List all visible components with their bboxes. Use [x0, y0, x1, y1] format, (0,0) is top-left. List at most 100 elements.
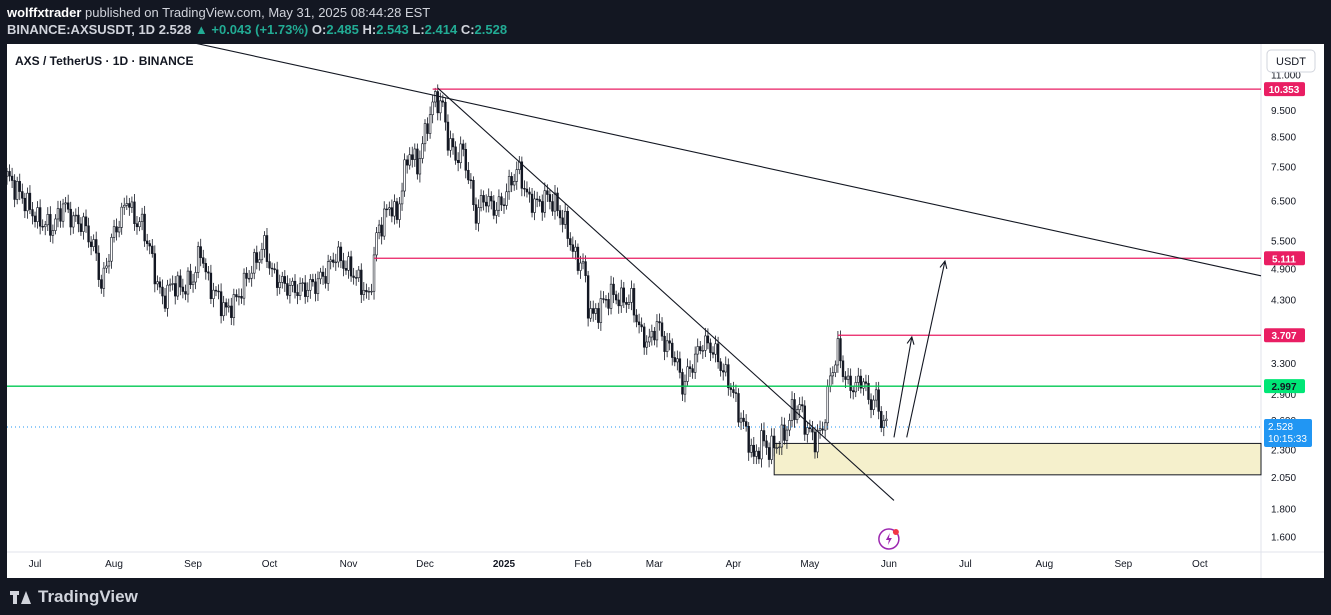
candle: [482, 195, 485, 203]
candle: [227, 305, 230, 308]
candle: [281, 276, 284, 283]
candle: [311, 279, 315, 283]
candle: [204, 263, 208, 273]
level-label: 2.997: [1271, 382, 1296, 393]
candle: [592, 308, 595, 314]
candle: [354, 277, 358, 279]
candle: [102, 267, 106, 289]
publisher-name[interactable]: wolffxtrader: [7, 5, 82, 20]
candle: [569, 238, 572, 246]
candle: [750, 444, 753, 453]
price-scale[interactable]: [1261, 44, 1324, 578]
candle: [513, 181, 516, 186]
level-badge: [1264, 82, 1305, 97]
candle: [495, 209, 498, 216]
candle: [581, 261, 585, 264]
candle: [818, 428, 822, 431]
candle: [477, 207, 480, 224]
candle: [400, 190, 404, 205]
price-change: +0.043 (+1.73%): [211, 22, 309, 37]
publisher-line: wolffxtrader published on TradingView.co…: [7, 5, 430, 20]
candle: [671, 342, 674, 358]
y-tick-label: 2.050: [1271, 473, 1296, 484]
candle: [240, 296, 243, 299]
candle: [41, 225, 44, 228]
candle: [291, 280, 294, 286]
candle: [304, 282, 307, 297]
candle: [342, 260, 345, 269]
candle: [530, 193, 534, 213]
candle: [648, 336, 651, 343]
candle: [609, 283, 613, 309]
candle: [115, 226, 118, 233]
candle: [535, 198, 539, 201]
y-tick-label: 6.500: [1271, 197, 1296, 208]
candle: [831, 372, 835, 377]
candle: [757, 450, 761, 460]
projection-arrow-1[interactable]: [893, 336, 913, 438]
candle: [130, 201, 134, 208]
candle: [230, 305, 233, 318]
candle: [7, 171, 9, 177]
support-zone[interactable]: [773, 442, 1262, 476]
candle: [194, 272, 197, 283]
candle: [370, 290, 373, 293]
candle: [263, 235, 266, 250]
candle: [242, 272, 246, 299]
candle: [79, 223, 83, 232]
candle: [734, 392, 738, 394]
x-tick-label: Apr: [726, 559, 742, 570]
candle: [711, 352, 715, 355]
currency-button[interactable]: USDT: [1266, 49, 1316, 73]
tradingview-logo[interactable]: TradingView: [10, 587, 138, 607]
candle: [398, 203, 401, 220]
candle: [459, 143, 462, 164]
candle: [772, 435, 776, 449]
candle: [816, 430, 819, 453]
candle: [222, 302, 225, 317]
trendline-1[interactable]: [106, 44, 1262, 277]
candle: [767, 447, 771, 460]
candle: [699, 346, 702, 351]
candle: [857, 375, 860, 383]
candle: [436, 91, 439, 114]
candle: [635, 314, 638, 323]
candle: [140, 213, 144, 222]
candle: [739, 417, 743, 423]
candle: [380, 224, 383, 237]
candle: [49, 214, 52, 236]
close-value: 2.528: [474, 22, 508, 37]
candle: [862, 381, 865, 389]
candle: [367, 291, 371, 293]
candle: [561, 217, 564, 225]
candle: [143, 213, 146, 242]
candle: [617, 299, 620, 307]
candle: [97, 252, 100, 280]
publish-header: wolffxtrader published on TradingView.co…: [0, 0, 1331, 44]
trendline-2[interactable]: [437, 87, 895, 501]
candle: [614, 294, 618, 301]
projection-arrow-2[interactable]: [906, 261, 946, 438]
candle: [260, 248, 264, 261]
candle: [133, 201, 136, 224]
candle: [123, 204, 126, 208]
y-tick-label: 1.600: [1271, 533, 1296, 544]
candle: [864, 381, 868, 384]
current-price-badge: [1264, 418, 1312, 447]
candle: [645, 341, 648, 348]
candle: [181, 286, 185, 292]
chart-area[interactable]: 11.000 9.500 8.500 7.500 6.500 5.500 4.900 4.30…: [7, 44, 1324, 578]
y-tick-label: 1.800: [1271, 504, 1296, 515]
candle: [411, 154, 414, 160]
candle: [640, 324, 643, 328]
candle: [602, 298, 605, 300]
candle: [224, 302, 228, 308]
candle: [82, 216, 85, 232]
high-value: 2.543: [376, 22, 409, 37]
candle: [829, 375, 832, 387]
candle: [706, 335, 710, 344]
candle: [446, 121, 450, 151]
price-chart[interactable]: 11.000 9.500 8.500 7.500 6.500 5.500 4.900 4.30…: [7, 44, 1324, 578]
candle: [207, 271, 210, 274]
candle: [505, 191, 508, 206]
